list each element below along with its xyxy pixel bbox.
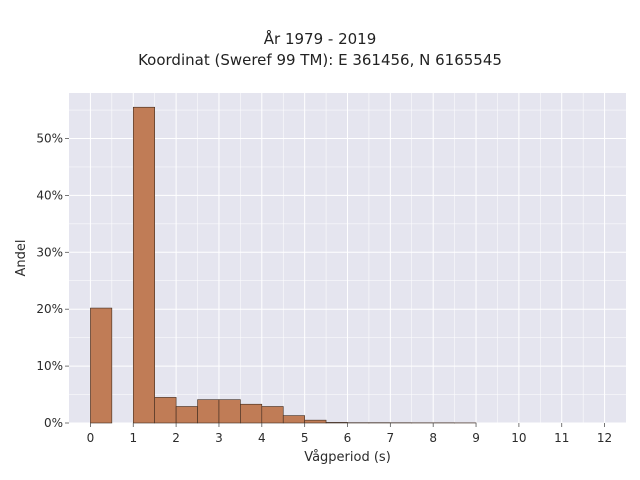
x-axis-label: Vågperiod (s) — [304, 450, 391, 465]
histogram-bars — [90, 106, 477, 424]
x-tick-label: 5 — [301, 431, 309, 445]
histogram-bar — [175, 406, 198, 424]
grid-lines — [69, 93, 626, 424]
x-tick-label: 3 — [215, 431, 223, 445]
histogram-bar — [218, 399, 241, 424]
x-tick-label: 6 — [344, 431, 352, 445]
x-axis-ticks: 0 1 2 3 4 5 6 7 8 9 10 11 12 — [87, 423, 612, 445]
y-tick-label: 50% — [36, 132, 63, 146]
x-tick-label: 12 — [597, 431, 612, 445]
y-tick-label: 10% — [36, 359, 63, 373]
y-tick-label: 0% — [44, 416, 63, 430]
histogram-bar — [240, 403, 263, 424]
x-tick-label: 8 — [429, 431, 437, 445]
histogram-bar — [304, 419, 327, 424]
x-tick-label: 0 — [87, 431, 95, 445]
x-tick-label: 7 — [387, 431, 395, 445]
histogram-bar — [154, 397, 177, 424]
y-tick-label: 30% — [36, 245, 63, 259]
y-axis-label: Andel — [14, 240, 29, 277]
y-axis-ticks: 0% 10% 20% 30% 40% 50% — [36, 132, 69, 430]
histogram-bar — [282, 415, 305, 424]
x-tick-label: 11 — [554, 431, 569, 445]
chart-title: År 1979 - 2019 — [263, 30, 377, 48]
x-tick-label: 4 — [258, 431, 266, 445]
histogram-bar — [325, 422, 348, 424]
y-tick-label: 20% — [36, 302, 63, 316]
histogram-bar — [90, 307, 113, 424]
histogram-bar — [132, 106, 155, 424]
histogram-bar — [261, 406, 284, 424]
x-tick-label: 2 — [172, 431, 180, 445]
y-tick-label: 40% — [36, 188, 63, 202]
x-tick-label: 1 — [129, 431, 137, 445]
chart-subtitle: Koordinat (Sweref 99 TM): E 361456, N 61… — [138, 51, 502, 69]
x-tick-label: 9 — [472, 431, 480, 445]
histogram-bar — [197, 399, 220, 424]
x-tick-label: 10 — [511, 431, 526, 445]
